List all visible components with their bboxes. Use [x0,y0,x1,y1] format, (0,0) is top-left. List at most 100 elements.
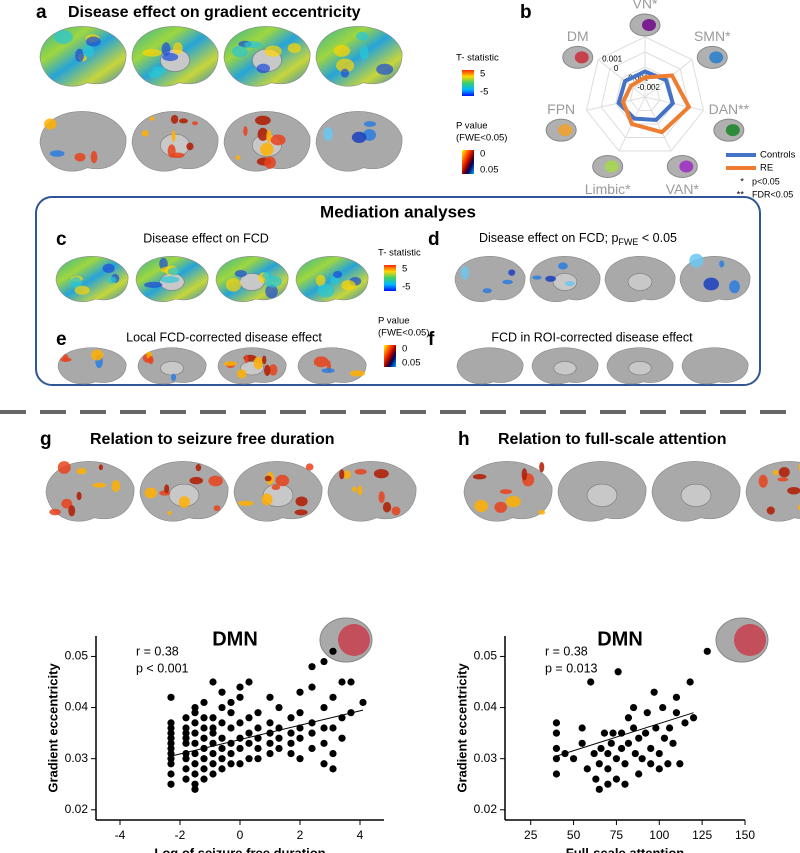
point [191,709,199,717]
brain-spot [357,485,363,496]
brain-spot [341,280,356,291]
brain-spot [787,486,800,495]
y-tick-label: 0.05 [474,649,498,663]
point [218,734,226,742]
brain-medial [680,483,712,507]
panel-title: Disease effect on gradient eccentricity [68,4,361,21]
point [191,780,199,788]
radar-axis-label: Limbic* [585,181,631,197]
point [689,714,698,722]
brain-spot [107,276,117,284]
panel-label: a [36,2,47,23]
brain-spot [264,156,276,169]
x-tick-label: 50 [567,828,581,842]
colorbar [462,150,474,174]
point [287,729,295,737]
x-axis-label: Log of seizure free duration [154,845,325,853]
point [167,755,175,763]
y-tick-label: 0.03 [474,751,498,765]
point [200,755,208,763]
point [209,714,217,722]
point [296,755,304,763]
point [218,703,226,712]
brain-spot [167,510,172,516]
point [266,719,274,727]
brain-spot [295,496,308,507]
x-axis-label: Full-scale attention [566,845,685,853]
annotation: r = 0.38 [545,644,588,658]
note-text: FDR<0.05 [752,189,793,199]
point [227,760,235,768]
point [552,744,561,753]
brain-spot [82,45,95,58]
point [167,739,175,747]
radar-axis-label: DAN** [709,101,750,117]
brain-spot [333,44,350,57]
brain-spot [244,41,262,49]
y-axis-label: Gradient eccentricity [45,663,60,793]
point [236,693,244,701]
brain-spot [178,496,190,508]
brain-spot [167,267,180,276]
radar-axis-label: FPN [547,101,575,117]
brain-spot [558,262,568,270]
panel-label: b [520,2,532,23]
brain-spot [545,275,557,282]
point [227,724,235,732]
annotation: p = 0.013 [545,661,598,675]
point [652,724,660,732]
brain-spot [359,45,369,60]
radar-ring [585,36,705,152]
brain-spot [90,150,98,164]
point [308,683,316,691]
panel-label: c [56,229,67,250]
point [643,709,651,717]
network-icon-region [558,124,573,137]
point [595,785,603,793]
brain-spot [179,118,188,124]
brain-spot [76,491,82,501]
point [182,755,190,763]
colorbar [384,265,396,291]
brain-spot [340,68,349,78]
point [296,734,304,742]
brain-medial [552,273,578,291]
brain-spot [231,45,248,58]
point [266,739,274,747]
brain-spot [305,463,314,471]
brain-spot [689,253,704,268]
point [308,719,316,727]
brain-spot [349,370,365,377]
point [607,739,615,747]
point [191,770,199,778]
y-tick-label: 0.05 [65,649,89,663]
brain-spot [351,131,367,144]
brain-spot [797,504,800,510]
brain-spot [234,269,247,278]
point [552,719,561,727]
trend-line [170,709,364,757]
point [200,714,208,722]
point [254,755,262,763]
point [191,760,199,768]
point [245,678,253,686]
radar-spoke [586,96,646,111]
point [245,755,253,763]
brain [456,347,524,385]
point [245,739,253,747]
brain-spot [537,510,546,515]
point [621,780,629,788]
brain-spot [778,467,790,478]
point [218,755,226,763]
brain-spot [98,464,103,471]
colorbar-title: P value [378,316,410,327]
radar-axis-label: SMN* [694,28,731,44]
point [676,760,684,768]
point [308,744,316,753]
brain-spot [758,474,768,488]
point [182,734,190,742]
point [182,739,190,747]
point [686,678,694,686]
point [227,749,235,758]
point [167,729,175,737]
